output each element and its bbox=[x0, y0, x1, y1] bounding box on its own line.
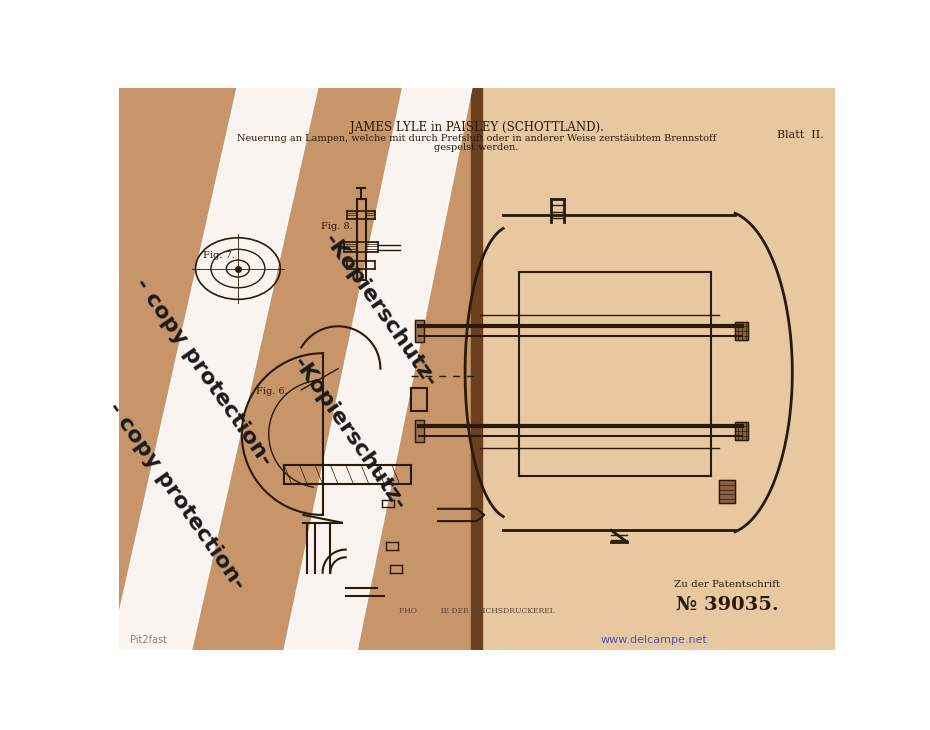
Text: - copy protection-: - copy protection- bbox=[131, 275, 275, 470]
Text: www.delcampe.net: www.delcampe.net bbox=[600, 635, 707, 645]
Bar bbox=[735, 422, 749, 440]
Text: Fig. 6.: Fig. 6. bbox=[256, 387, 287, 396]
Text: Neuerung an Lampen, welche mit durch Prefsluft oder in anderer Weise zerstäubtem: Neuerung an Lampen, welche mit durch Pre… bbox=[237, 134, 716, 143]
Text: PHO          IE DER REICHSDRUCKEREI.: PHO IE DER REICHSDRUCKEREI. bbox=[399, 607, 554, 615]
Text: -Kopierschutz-: -Kopierschutz- bbox=[289, 353, 410, 515]
Text: Blatt  II.: Blatt II. bbox=[777, 131, 824, 140]
Bar bbox=[719, 480, 735, 504]
Bar bbox=[735, 422, 749, 440]
Text: № 39035.: № 39035. bbox=[675, 596, 778, 614]
Bar bbox=[415, 320, 424, 342]
Bar bbox=[719, 480, 735, 504]
Text: Zu der Patentschrift: Zu der Patentschrift bbox=[674, 580, 780, 589]
Text: - copy protection-: - copy protection- bbox=[104, 399, 248, 593]
Bar bbox=[119, 88, 476, 650]
Text: JAMES LYLE in PAISLEY (SCHOTTLAND).: JAMES LYLE in PAISLEY (SCHOTTLAND). bbox=[350, 121, 604, 134]
Bar bbox=[735, 322, 749, 340]
Text: gespelst werden.: gespelst werden. bbox=[434, 143, 519, 152]
Text: -Kopierschutz-: -Kopierschutz- bbox=[320, 231, 441, 391]
Text: Pit2fast: Pit2fast bbox=[130, 635, 167, 645]
Polygon shape bbox=[111, 84, 319, 650]
Text: Fig. 8.: Fig. 8. bbox=[321, 222, 352, 231]
Bar bbox=[472, 88, 482, 650]
Bar bbox=[476, 88, 834, 650]
Bar bbox=[415, 420, 424, 442]
Bar bbox=[415, 320, 424, 342]
Bar bbox=[415, 420, 424, 442]
Polygon shape bbox=[285, 84, 472, 650]
Text: Fig. 7.: Fig. 7. bbox=[204, 251, 235, 260]
Bar bbox=[735, 322, 749, 340]
